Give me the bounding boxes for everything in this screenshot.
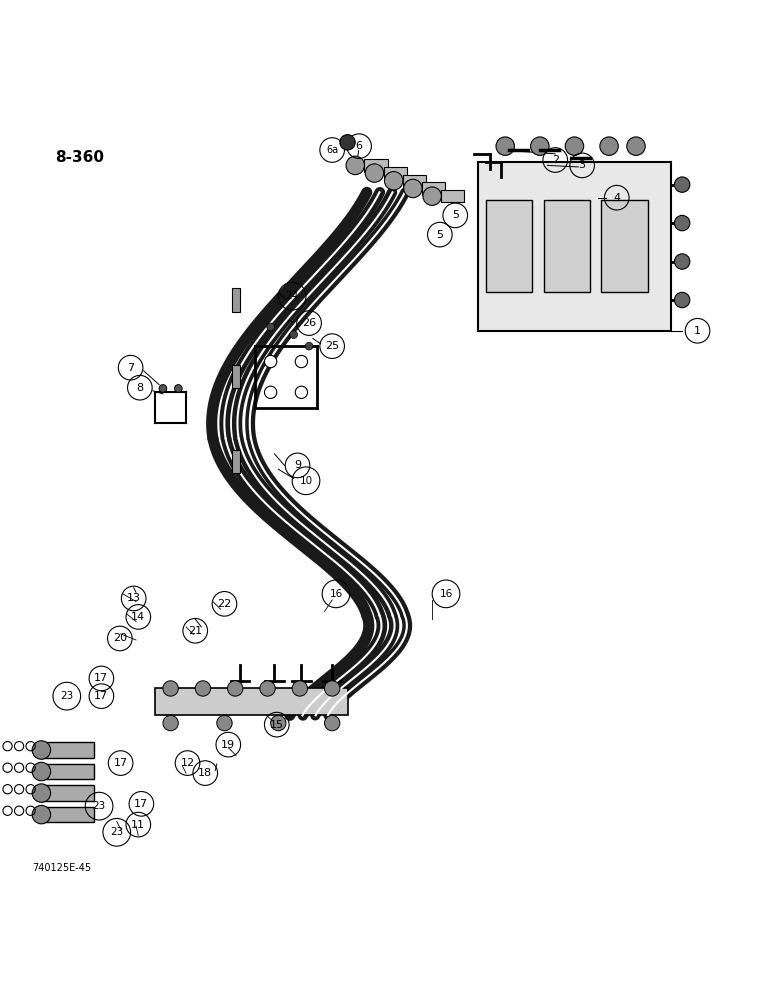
FancyBboxPatch shape: [40, 807, 93, 822]
Circle shape: [384, 172, 403, 190]
Text: 23: 23: [93, 801, 106, 811]
Circle shape: [675, 254, 690, 269]
Circle shape: [32, 762, 51, 781]
Text: 740125E-45: 740125E-45: [32, 863, 91, 873]
Circle shape: [600, 137, 618, 155]
FancyBboxPatch shape: [155, 688, 347, 715]
Text: 20: 20: [113, 633, 127, 643]
Circle shape: [290, 331, 297, 338]
Circle shape: [530, 137, 549, 155]
Circle shape: [32, 784, 51, 802]
Text: 6a: 6a: [326, 145, 338, 155]
Circle shape: [32, 741, 51, 759]
FancyBboxPatch shape: [543, 200, 590, 292]
Circle shape: [195, 681, 211, 696]
FancyBboxPatch shape: [232, 288, 240, 312]
Text: 17: 17: [94, 691, 108, 701]
FancyBboxPatch shape: [384, 167, 407, 179]
FancyBboxPatch shape: [403, 175, 426, 187]
FancyBboxPatch shape: [601, 200, 648, 292]
Circle shape: [265, 386, 277, 398]
FancyBboxPatch shape: [442, 190, 465, 202]
FancyBboxPatch shape: [232, 365, 240, 388]
Text: 8: 8: [137, 383, 144, 393]
FancyBboxPatch shape: [486, 200, 532, 292]
Circle shape: [675, 292, 690, 308]
Circle shape: [271, 715, 286, 731]
Circle shape: [565, 137, 584, 155]
FancyBboxPatch shape: [364, 159, 388, 172]
Circle shape: [159, 385, 167, 392]
FancyBboxPatch shape: [40, 742, 93, 758]
Text: 15: 15: [269, 720, 284, 730]
Text: 25: 25: [325, 341, 339, 351]
Text: 23: 23: [60, 691, 73, 701]
Circle shape: [675, 177, 690, 192]
Circle shape: [295, 386, 307, 398]
Text: 14: 14: [131, 612, 145, 622]
Text: 11: 11: [131, 820, 145, 830]
Circle shape: [423, 187, 442, 205]
Text: 16: 16: [330, 589, 343, 599]
FancyBboxPatch shape: [40, 785, 93, 801]
Circle shape: [496, 137, 514, 155]
Circle shape: [267, 323, 275, 331]
Text: 13: 13: [127, 593, 141, 603]
Text: 12: 12: [181, 758, 195, 768]
FancyBboxPatch shape: [422, 182, 445, 195]
Circle shape: [32, 805, 51, 824]
Circle shape: [627, 137, 645, 155]
Text: 24: 24: [286, 291, 299, 301]
Text: 10: 10: [300, 476, 313, 486]
Text: 17: 17: [113, 758, 127, 768]
Circle shape: [340, 135, 355, 150]
Circle shape: [675, 215, 690, 231]
Text: 1: 1: [694, 326, 701, 336]
Circle shape: [324, 715, 340, 731]
Text: 17: 17: [134, 799, 148, 809]
Circle shape: [292, 681, 307, 696]
Text: 22: 22: [218, 599, 232, 609]
Text: 5: 5: [452, 210, 459, 220]
Circle shape: [404, 179, 422, 198]
Circle shape: [324, 681, 340, 696]
Text: 7: 7: [127, 363, 134, 373]
FancyBboxPatch shape: [232, 450, 240, 473]
Text: 19: 19: [222, 740, 235, 750]
Text: 8-360: 8-360: [56, 150, 104, 165]
Circle shape: [174, 385, 182, 392]
Text: 26: 26: [302, 318, 317, 328]
Circle shape: [265, 355, 277, 368]
Text: 9: 9: [294, 460, 301, 470]
Text: 21: 21: [188, 626, 202, 636]
FancyBboxPatch shape: [40, 764, 93, 779]
Circle shape: [305, 342, 313, 350]
Text: 4: 4: [613, 193, 621, 203]
Text: 23: 23: [110, 827, 124, 837]
Text: 17: 17: [94, 673, 108, 683]
Circle shape: [260, 681, 276, 696]
Circle shape: [228, 681, 243, 696]
Circle shape: [365, 164, 384, 182]
Circle shape: [346, 156, 364, 175]
FancyBboxPatch shape: [479, 162, 671, 331]
Text: 2: 2: [552, 155, 559, 165]
Circle shape: [217, 715, 232, 731]
Text: 6: 6: [356, 141, 363, 151]
Text: 18: 18: [198, 768, 212, 778]
Circle shape: [295, 355, 307, 368]
Text: 16: 16: [439, 589, 452, 599]
Text: 3: 3: [579, 160, 586, 170]
Text: 5: 5: [436, 230, 443, 240]
Circle shape: [163, 681, 178, 696]
Circle shape: [163, 715, 178, 731]
